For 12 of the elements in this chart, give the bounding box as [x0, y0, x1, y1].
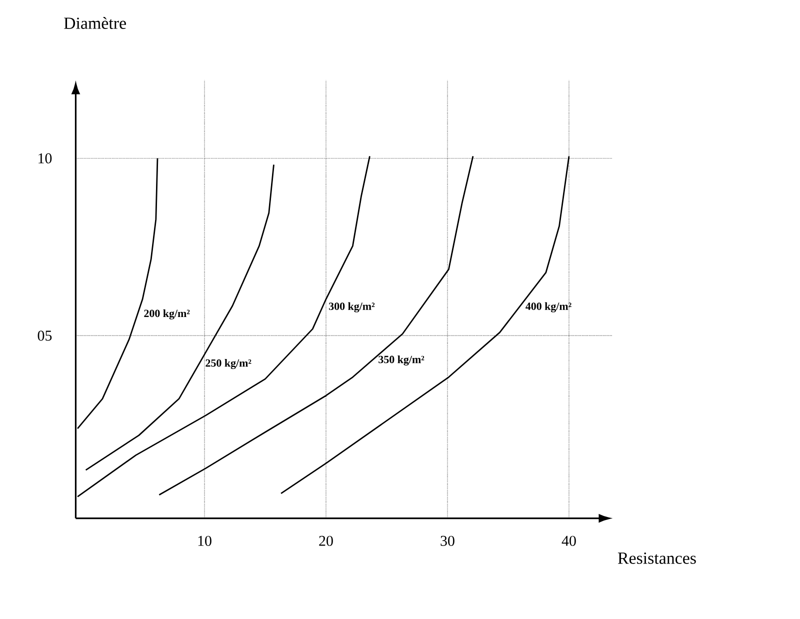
- series-label: 200 kg/m²: [144, 309, 190, 320]
- x-tick-label: 20: [319, 536, 333, 546]
- x-tick-label: 10: [198, 536, 212, 546]
- series-label: 400 kg/m²: [526, 302, 572, 312]
- series-label: 350 kg/m²: [378, 355, 424, 366]
- x-tick-label: 30: [440, 536, 454, 546]
- x-axis-title: Resistances: [618, 552, 696, 564]
- series-label: 250 kg/m²: [206, 359, 252, 370]
- y-axis-title: Diamètre: [64, 17, 126, 29]
- x-tick-label: 40: [562, 536, 576, 546]
- series-label: 300 kg/m²: [329, 302, 375, 312]
- y-tick-label: 05: [38, 330, 52, 341]
